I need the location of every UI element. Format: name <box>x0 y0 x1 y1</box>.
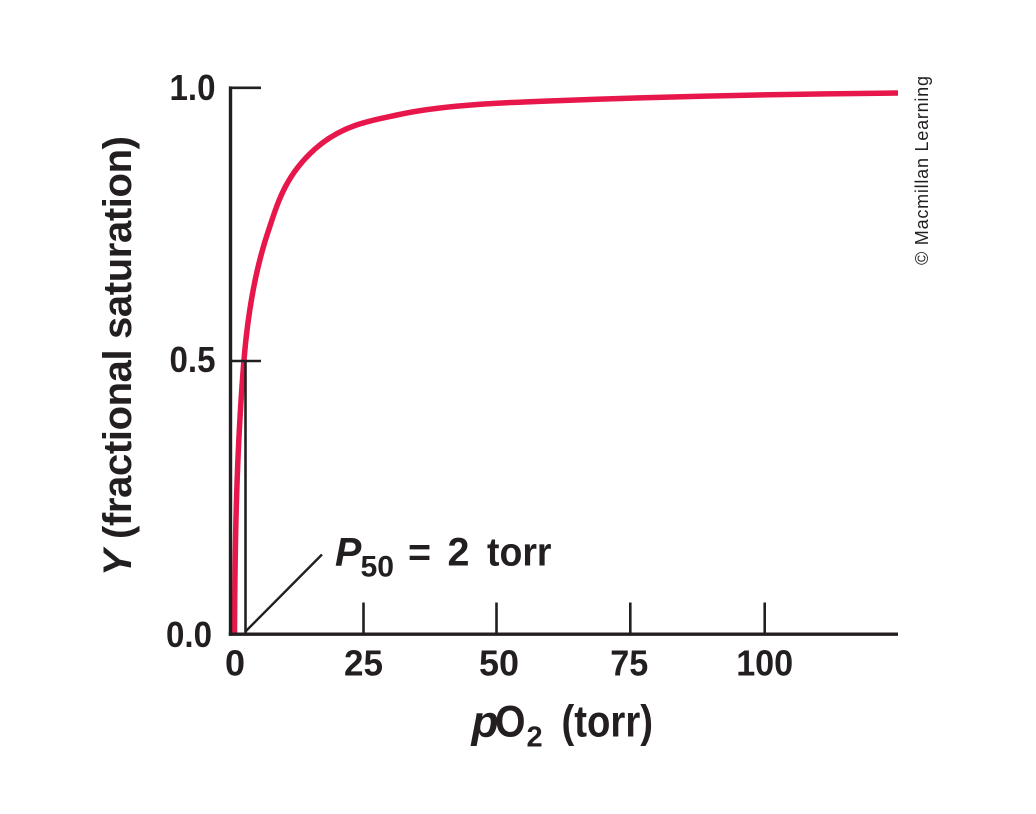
svg-text:25: 25 <box>344 643 383 684</box>
svg-text:p: p <box>471 698 499 747</box>
svg-text:© Macmillan Learning: © Macmillan Learning <box>912 76 932 265</box>
svg-text:(torr): (torr) <box>562 698 654 747</box>
svg-text:75: 75 <box>610 643 648 684</box>
svg-text:0.0: 0.0 <box>166 614 212 655</box>
svg-text:100: 100 <box>736 643 793 684</box>
svg-text:P: P <box>335 531 362 575</box>
svg-text:2: 2 <box>448 531 470 575</box>
svg-text:torr: torr <box>487 531 552 575</box>
svg-text:50: 50 <box>361 550 395 583</box>
svg-text:50: 50 <box>479 643 519 684</box>
svg-text:0.5: 0.5 <box>170 339 216 380</box>
svg-text:2: 2 <box>527 722 543 754</box>
svg-text:O: O <box>495 698 526 747</box>
svg-text:1.0: 1.0 <box>170 67 216 108</box>
svg-text:0: 0 <box>225 643 245 684</box>
svg-text:=: = <box>408 531 431 575</box>
svg-text:Y (fractional saturation): Y (fractional saturation) <box>96 136 140 576</box>
